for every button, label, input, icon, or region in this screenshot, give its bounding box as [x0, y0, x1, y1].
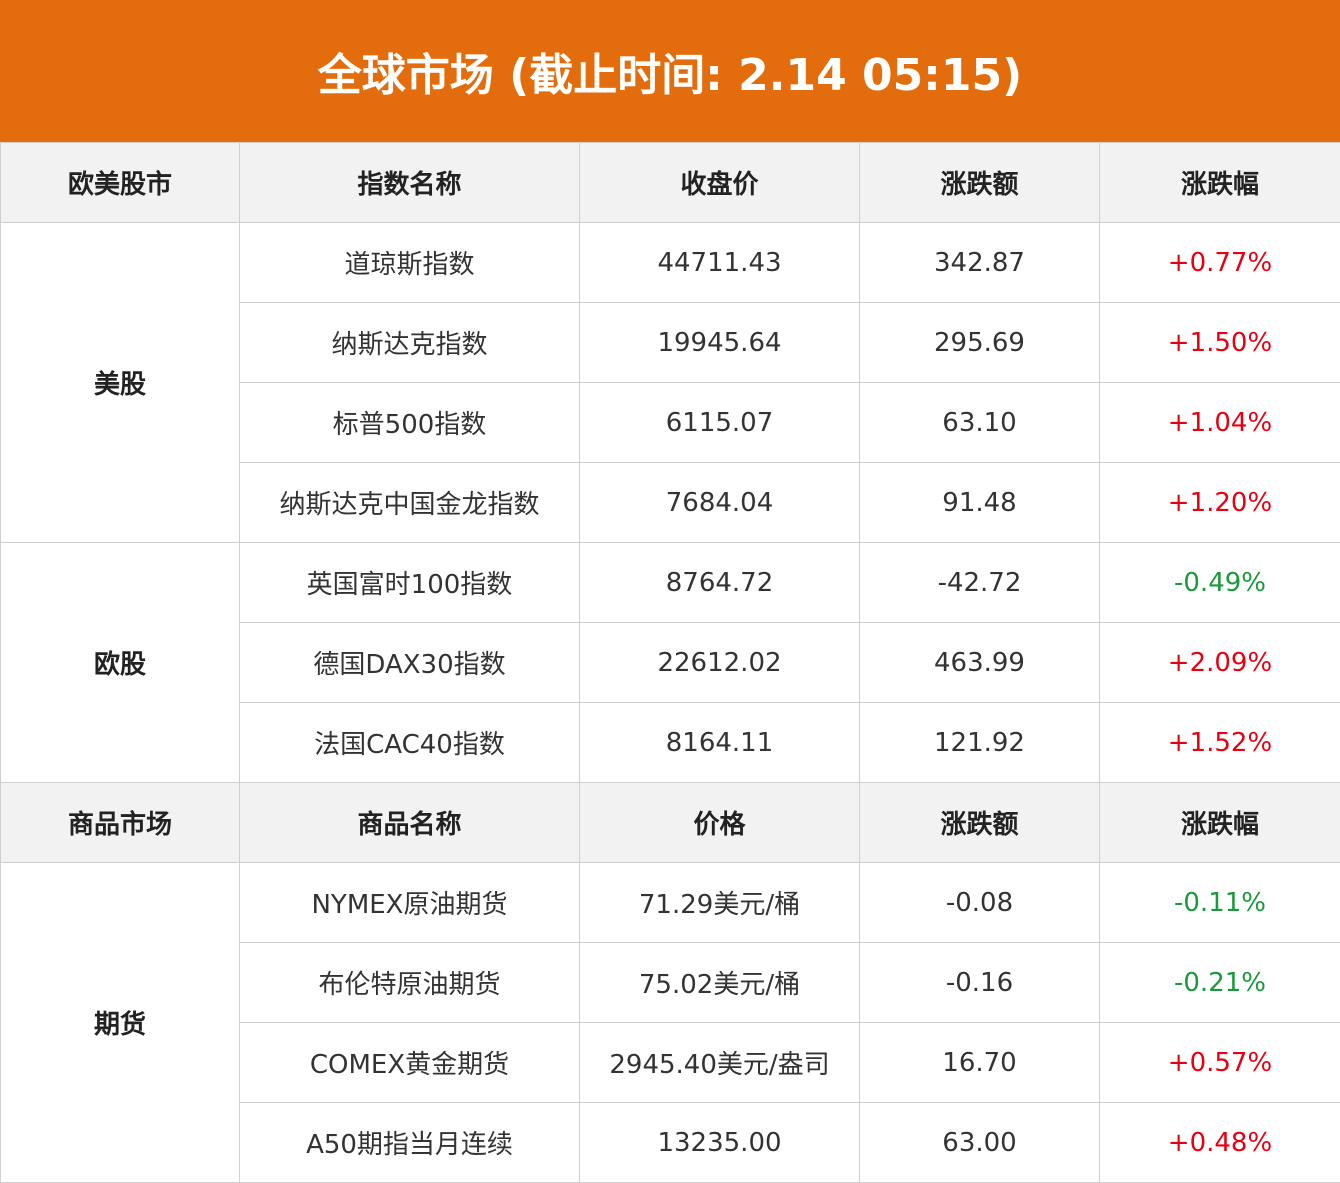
header-row: 商品市场商品名称价格涨跌额涨跌幅 [1, 783, 1340, 863]
value-cell: -0.16 [860, 943, 1100, 1023]
header-cell: 收盘价 [580, 143, 860, 223]
value-cell: 8764.72 [580, 543, 860, 623]
value-cell: 6115.07 [580, 383, 860, 463]
value-cell: -0.08 [860, 863, 1100, 943]
value-cell: +1.04% [1100, 383, 1340, 463]
header-cell: 商品名称 [240, 783, 580, 863]
value-cell: 7684.04 [580, 463, 860, 543]
group-cell: 期货 [1, 863, 240, 1183]
value-cell: 71.29美元/桶 [580, 863, 860, 943]
name-cell: 英国富时100指数 [240, 543, 580, 623]
value-cell: 342.87 [860, 223, 1100, 303]
name-cell: 德国DAX30指数 [240, 623, 580, 703]
value-cell: 295.69 [860, 303, 1100, 383]
header-cell: 涨跌额 [860, 143, 1100, 223]
value-cell: +0.57% [1100, 1023, 1340, 1103]
value-cell: 8164.11 [580, 703, 860, 783]
value-cell: 44711.43 [580, 223, 860, 303]
name-cell: 布伦特原油期货 [240, 943, 580, 1023]
header-cell: 涨跌额 [860, 783, 1100, 863]
value-cell: -0.49% [1100, 543, 1340, 623]
name-cell: COMEX黄金期货 [240, 1023, 580, 1103]
name-cell: 道琼斯指数 [240, 223, 580, 303]
value-cell: -0.21% [1100, 943, 1340, 1023]
value-cell: 19945.64 [580, 303, 860, 383]
header-cell: 涨跌幅 [1100, 783, 1340, 863]
value-cell: 13235.00 [580, 1103, 860, 1183]
name-cell: 法国CAC40指数 [240, 703, 580, 783]
group-cell: 美股 [1, 223, 240, 543]
value-cell: +1.52% [1100, 703, 1340, 783]
value-cell: 2945.40美元/盎司 [580, 1023, 860, 1103]
value-cell: +2.09% [1100, 623, 1340, 703]
header-row: 欧美股市指数名称收盘价涨跌额涨跌幅 [1, 143, 1340, 223]
value-cell: 63.10 [860, 383, 1100, 463]
value-cell: -42.72 [860, 543, 1100, 623]
title-banner: 全球市场 (截止时间: 2.14 05:15) [0, 0, 1340, 142]
name-cell: 纳斯达克中国金龙指数 [240, 463, 580, 543]
name-cell: A50期指当月连续 [240, 1103, 580, 1183]
header-cell: 涨跌幅 [1100, 143, 1340, 223]
name-cell: 纳斯达克指数 [240, 303, 580, 383]
value-cell: 121.92 [860, 703, 1100, 783]
value-cell: 75.02美元/桶 [580, 943, 860, 1023]
value-cell: +0.77% [1100, 223, 1340, 303]
value-cell: +1.50% [1100, 303, 1340, 383]
value-cell: 16.70 [860, 1023, 1100, 1103]
value-cell: 22612.02 [580, 623, 860, 703]
header-cell: 价格 [580, 783, 860, 863]
value-cell: 463.99 [860, 623, 1100, 703]
header-cell: 商品市场 [1, 783, 240, 863]
header-cell: 指数名称 [240, 143, 580, 223]
header-cell: 欧美股市 [1, 143, 240, 223]
group-cell: 欧股 [1, 543, 240, 783]
value-cell: -0.11% [1100, 863, 1340, 943]
name-cell: NYMEX原油期货 [240, 863, 580, 943]
name-cell: 标普500指数 [240, 383, 580, 463]
value-cell: +0.48% [1100, 1103, 1340, 1183]
value-cell: +1.20% [1100, 463, 1340, 543]
value-cell: 91.48 [860, 463, 1100, 543]
value-cell: 63.00 [860, 1103, 1100, 1183]
